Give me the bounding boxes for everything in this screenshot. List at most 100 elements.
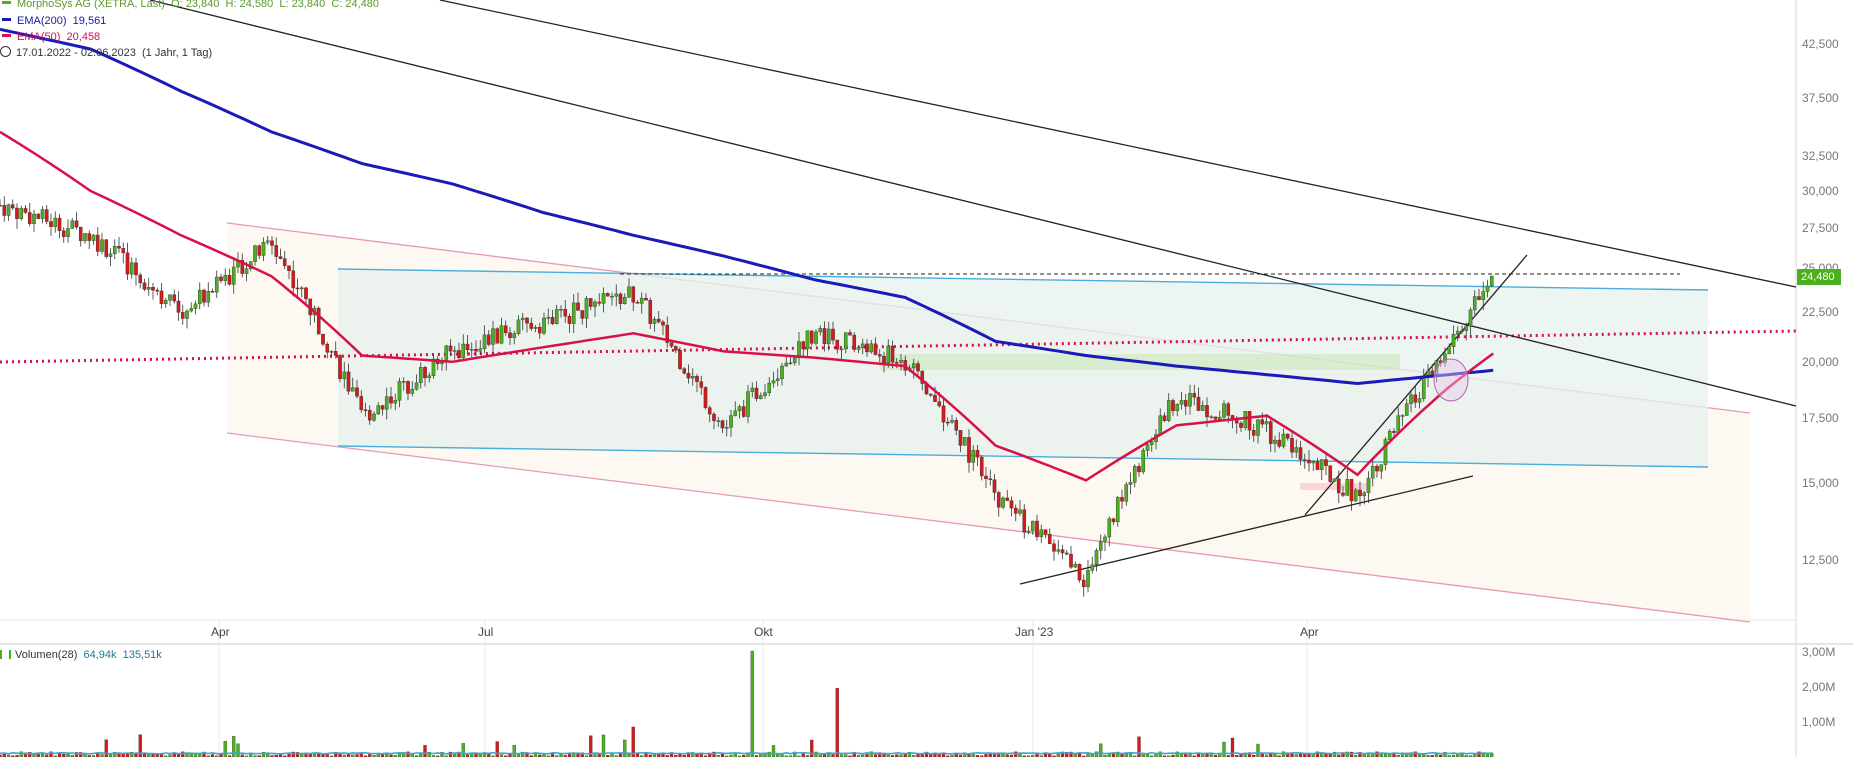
candle-body bbox=[1290, 438, 1294, 453]
range-upper-line bbox=[337, 268, 1709, 291]
volume-bar bbox=[491, 755, 495, 757]
candle-body bbox=[767, 382, 772, 393]
x-tick-label: Okt bbox=[754, 625, 773, 639]
volume-bar bbox=[1345, 751, 1349, 757]
volume-y-tick-label: 2,00M bbox=[1802, 680, 1835, 694]
candle-body bbox=[1468, 309, 1473, 327]
candle-body bbox=[652, 318, 657, 324]
candle-body bbox=[1319, 459, 1324, 470]
volume-bar bbox=[1099, 743, 1103, 757]
candle-body bbox=[1022, 509, 1027, 533]
candle-body bbox=[1120, 497, 1124, 502]
candle-body bbox=[295, 287, 300, 290]
volume-bar bbox=[104, 739, 108, 757]
candle-body bbox=[401, 381, 406, 383]
volume-bar bbox=[1171, 754, 1175, 757]
candle-body bbox=[835, 339, 840, 350]
candle-body bbox=[941, 405, 946, 423]
candle-body bbox=[801, 341, 806, 350]
candle-body bbox=[244, 268, 249, 274]
candle-body bbox=[831, 328, 835, 341]
candle-body bbox=[784, 362, 789, 367]
volume-bar bbox=[1281, 751, 1286, 757]
volume-bar bbox=[1005, 754, 1009, 757]
candle-body bbox=[656, 318, 661, 323]
candle-body bbox=[316, 307, 321, 335]
volume-bar bbox=[623, 739, 627, 757]
volume-bar bbox=[1481, 753, 1485, 757]
channel-lower-line bbox=[226, 432, 1751, 623]
price-swatch-icon bbox=[2, 1, 11, 5]
candle-body bbox=[159, 290, 164, 304]
candle-body bbox=[537, 326, 542, 334]
candle-body bbox=[542, 317, 546, 334]
ema50-swatch-icon bbox=[2, 34, 11, 38]
candle-body bbox=[227, 274, 232, 285]
candle-body bbox=[839, 348, 844, 351]
candle-body bbox=[23, 208, 28, 213]
candle-body bbox=[601, 293, 606, 304]
candle-body bbox=[996, 492, 1001, 508]
volume-bar bbox=[45, 754, 49, 757]
ema200-name: EMA(200) bbox=[17, 15, 67, 27]
candle-body bbox=[1018, 509, 1022, 514]
candle-body bbox=[66, 228, 70, 237]
candle-body bbox=[703, 387, 708, 408]
candle-body bbox=[40, 209, 45, 219]
candle-body bbox=[593, 301, 597, 307]
support-zone bbox=[1300, 483, 1370, 490]
candle-body bbox=[1103, 536, 1107, 542]
candle-body bbox=[1366, 477, 1371, 493]
volume-bar bbox=[682, 754, 686, 757]
candle-body bbox=[367, 409, 372, 421]
candle-body bbox=[754, 387, 759, 399]
candle-body bbox=[1137, 466, 1141, 473]
candle-body bbox=[36, 213, 41, 219]
candle-body bbox=[287, 265, 291, 271]
volume-bar bbox=[172, 753, 176, 757]
candle-body bbox=[108, 253, 113, 257]
candle-body bbox=[202, 289, 206, 303]
candle-body bbox=[1358, 489, 1362, 497]
candle-body bbox=[1353, 489, 1358, 502]
candle-body bbox=[1128, 482, 1133, 485]
candle-body bbox=[635, 302, 640, 304]
candle-body bbox=[916, 363, 920, 372]
candle-body bbox=[138, 274, 143, 284]
candle-body bbox=[163, 299, 168, 304]
candle-body bbox=[1115, 497, 1120, 523]
candle-body bbox=[758, 395, 763, 399]
candle-body bbox=[550, 317, 555, 324]
candle-body bbox=[1175, 404, 1180, 412]
volume-bar bbox=[1150, 755, 1154, 757]
volume-bar bbox=[423, 745, 427, 757]
volume-bar bbox=[533, 753, 538, 757]
candle-body bbox=[397, 381, 402, 401]
candle-body bbox=[1209, 416, 1214, 418]
volume-bar bbox=[1133, 755, 1137, 757]
volume-bar bbox=[79, 752, 83, 757]
volume-bar bbox=[742, 754, 746, 757]
candle-body bbox=[210, 291, 215, 293]
volume-bar bbox=[580, 752, 584, 757]
candle-body bbox=[503, 325, 508, 333]
candle-body bbox=[1086, 570, 1090, 588]
candle-body bbox=[1060, 549, 1065, 554]
date-range-row: 17.01.2022 - 02.06.2023 (1 Jahr, 1 Tag) bbox=[0, 46, 212, 60]
candle-body bbox=[546, 317, 551, 319]
candle-body bbox=[1247, 411, 1252, 431]
volume-bar bbox=[529, 755, 533, 757]
candle-body bbox=[10, 204, 15, 209]
candle-body bbox=[104, 239, 109, 257]
volume-bar bbox=[1226, 755, 1230, 757]
volume-bar bbox=[1094, 751, 1099, 757]
candle-body bbox=[444, 345, 449, 362]
candle-body bbox=[720, 420, 725, 429]
volume-bar bbox=[1141, 752, 1145, 757]
candle-body bbox=[890, 345, 895, 363]
volume-bar bbox=[1413, 751, 1417, 757]
volume-bar bbox=[363, 755, 368, 757]
candle-body bbox=[508, 332, 512, 338]
candle-body bbox=[937, 401, 942, 407]
candle-body bbox=[865, 343, 869, 353]
